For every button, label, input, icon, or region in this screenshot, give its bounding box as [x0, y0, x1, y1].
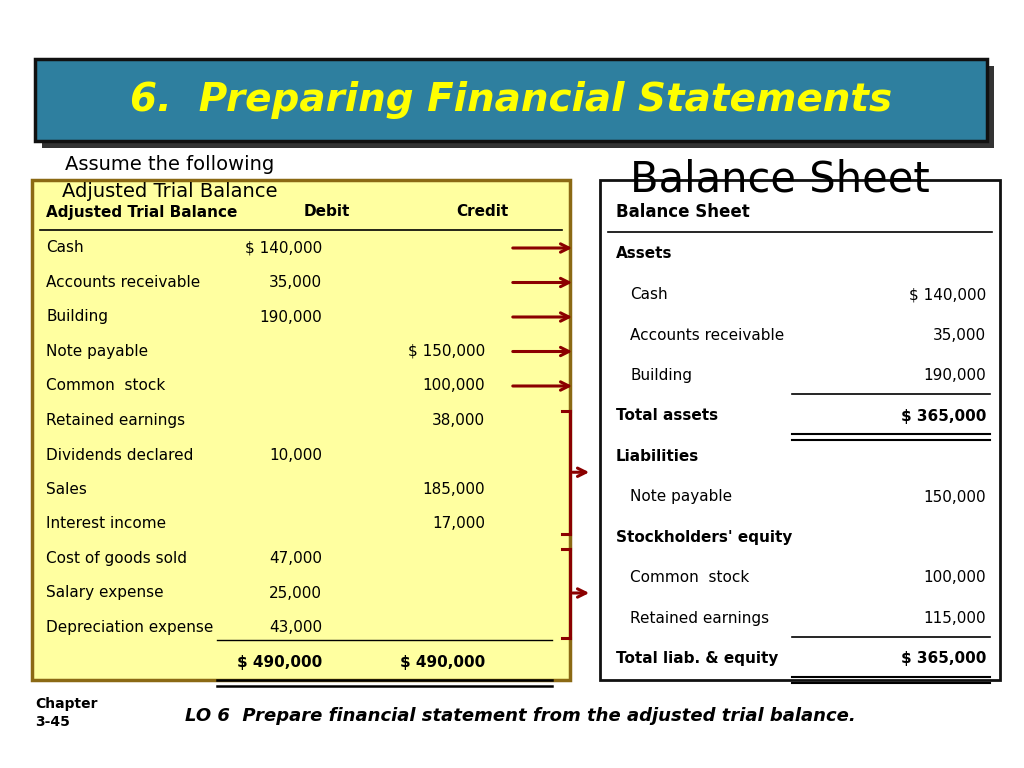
Text: Liabilities: Liabilities: [616, 449, 699, 464]
Text: Accounts receivable: Accounts receivable: [46, 275, 201, 290]
Text: $ 365,000: $ 365,000: [901, 409, 986, 423]
Text: 115,000: 115,000: [924, 611, 986, 626]
Text: Common  stock: Common stock: [46, 379, 165, 393]
Text: Debit: Debit: [304, 204, 350, 220]
Text: Sales: Sales: [46, 482, 87, 497]
Text: $ 490,000: $ 490,000: [237, 654, 322, 670]
Text: Retained earnings: Retained earnings: [46, 413, 185, 428]
Text: 100,000: 100,000: [422, 379, 485, 393]
Text: Dividends declared: Dividends declared: [46, 448, 194, 462]
FancyBboxPatch shape: [42, 66, 994, 148]
Text: Common  stock: Common stock: [630, 571, 750, 585]
Text: Cash: Cash: [46, 240, 84, 256]
Text: Assume the following
Adjusted Trial Balance: Assume the following Adjusted Trial Bala…: [62, 155, 278, 200]
Text: Total assets: Total assets: [616, 409, 718, 423]
Text: Accounts receivable: Accounts receivable: [630, 327, 784, 343]
Text: Balance Sheet: Balance Sheet: [616, 203, 750, 221]
Text: 6.  Preparing Financial Statements: 6. Preparing Financial Statements: [130, 81, 892, 119]
Text: Credit: Credit: [456, 204, 508, 220]
Text: Note payable: Note payable: [46, 344, 148, 359]
Text: 185,000: 185,000: [422, 482, 485, 497]
Text: Adjusted Trial Balance: Adjusted Trial Balance: [46, 204, 238, 220]
Text: 17,000: 17,000: [432, 517, 485, 531]
Text: $ 150,000: $ 150,000: [408, 344, 485, 359]
Text: 100,000: 100,000: [924, 571, 986, 585]
Text: Cash: Cash: [630, 287, 668, 302]
Text: Building: Building: [630, 368, 692, 383]
Text: 35,000: 35,000: [933, 327, 986, 343]
FancyBboxPatch shape: [35, 59, 987, 141]
Text: LO 6  Prepare financial statement from the adjusted trial balance.: LO 6 Prepare financial statement from th…: [185, 707, 856, 725]
Text: $ 365,000: $ 365,000: [901, 651, 986, 667]
Text: Salary expense: Salary expense: [46, 585, 164, 601]
Text: Depreciation expense: Depreciation expense: [46, 620, 213, 635]
Text: Building: Building: [46, 310, 108, 325]
Text: Interest income: Interest income: [46, 517, 166, 531]
Text: Retained earnings: Retained earnings: [630, 611, 769, 626]
Text: $ 140,000: $ 140,000: [245, 240, 322, 256]
Text: Balance Sheet: Balance Sheet: [630, 159, 930, 201]
Text: 25,000: 25,000: [269, 585, 322, 601]
Text: 35,000: 35,000: [269, 275, 322, 290]
Text: Note payable: Note payable: [630, 489, 732, 505]
Text: 43,000: 43,000: [269, 620, 322, 635]
Text: 10,000: 10,000: [269, 448, 322, 462]
Text: Cost of goods sold: Cost of goods sold: [46, 551, 187, 566]
FancyBboxPatch shape: [32, 180, 570, 680]
Text: $ 140,000: $ 140,000: [908, 287, 986, 302]
Text: 190,000: 190,000: [259, 310, 322, 325]
Text: $ 490,000: $ 490,000: [399, 654, 485, 670]
Text: Total liab. & equity: Total liab. & equity: [616, 651, 778, 667]
Text: Assets: Assets: [616, 247, 673, 261]
Text: 190,000: 190,000: [924, 368, 986, 383]
Text: Chapter
3-45: Chapter 3-45: [35, 697, 97, 729]
Text: 150,000: 150,000: [924, 489, 986, 505]
Text: 38,000: 38,000: [432, 413, 485, 428]
Text: 47,000: 47,000: [269, 551, 322, 566]
FancyBboxPatch shape: [600, 180, 1000, 680]
Text: Stockholders' equity: Stockholders' equity: [616, 530, 793, 545]
